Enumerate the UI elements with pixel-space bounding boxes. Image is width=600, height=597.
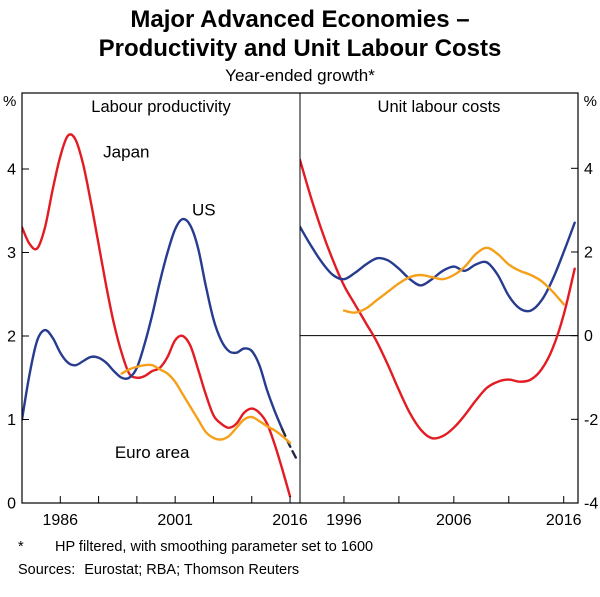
- y-tick-label: 4: [584, 161, 593, 178]
- y-tick-label: 2: [7, 328, 16, 345]
- series-label-euro-area: Euro area: [115, 443, 190, 462]
- y-tick-label: -2: [584, 412, 598, 429]
- chart-title-line1: Major Advanced Economies –: [130, 6, 470, 33]
- footnote-text: HP filtered, with smoothing parameter se…: [55, 539, 374, 555]
- line-euro-area: [120, 363, 292, 445]
- y-tick-label: 1: [7, 412, 16, 429]
- y-tick-label: 3: [7, 245, 16, 262]
- chart-canvas: 0 1 2 3 4 1986 2001 2016 Labour productivity Japa…: [3, 92, 598, 529]
- y-tick-label: 4: [7, 161, 16, 178]
- footnote-marker: *: [18, 539, 24, 555]
- x-tick-label: 1996: [326, 512, 362, 529]
- sources-text: Eurostat; RBA; Thomson Reuters: [84, 562, 300, 578]
- x-tick-label: 1986: [42, 512, 78, 529]
- series-label-japan: Japan: [103, 142, 149, 161]
- sources-line: Sources: Eurostat; RBA; Thomson Reuters: [18, 562, 600, 578]
- line-euro-area: [342, 246, 565, 314]
- panel-title-unit-labour-costs: Unit labour costs: [378, 98, 501, 116]
- panel-title-labour-productivity: Labour productivity: [91, 98, 231, 116]
- x-tick-label: 2006: [436, 512, 472, 529]
- line-us-dashed: [281, 428, 299, 463]
- line-japan: [300, 158, 576, 440]
- panel-series-labour-productivity: [22, 133, 299, 498]
- chart-subtitle: Year-ended growth*: [225, 66, 375, 85]
- chart-title: Major Advanced Economies – Productivity a…: [0, 5, 600, 63]
- y-tick-label: 0: [7, 496, 16, 513]
- y-tick-label: 2: [584, 244, 593, 261]
- chart-title-line2: Productivity and Unit Labour Costs: [98, 35, 502, 62]
- page: Major Advanced Economies – Productivity a…: [0, 5, 600, 578]
- y-tick-label: 0: [584, 328, 593, 345]
- x-tick-label: 2016: [546, 512, 582, 529]
- x-tick-label: 2001: [157, 512, 193, 529]
- x-tick-label: 2016: [272, 512, 308, 529]
- line-japan: [22, 133, 292, 498]
- sources-label: Sources:: [18, 562, 76, 578]
- line-us: [22, 217, 284, 431]
- footnote: * HP filtered, with smoothing parameter s…: [18, 539, 600, 555]
- y-axis-unit-right: %: [584, 93, 597, 110]
- y-axis-unit-left: %: [3, 93, 16, 110]
- series-label-us: US: [192, 201, 216, 220]
- line-us: [300, 221, 576, 313]
- y-tick-label: -4: [584, 496, 598, 513]
- panel-series-unit-labour-costs: [300, 158, 576, 440]
